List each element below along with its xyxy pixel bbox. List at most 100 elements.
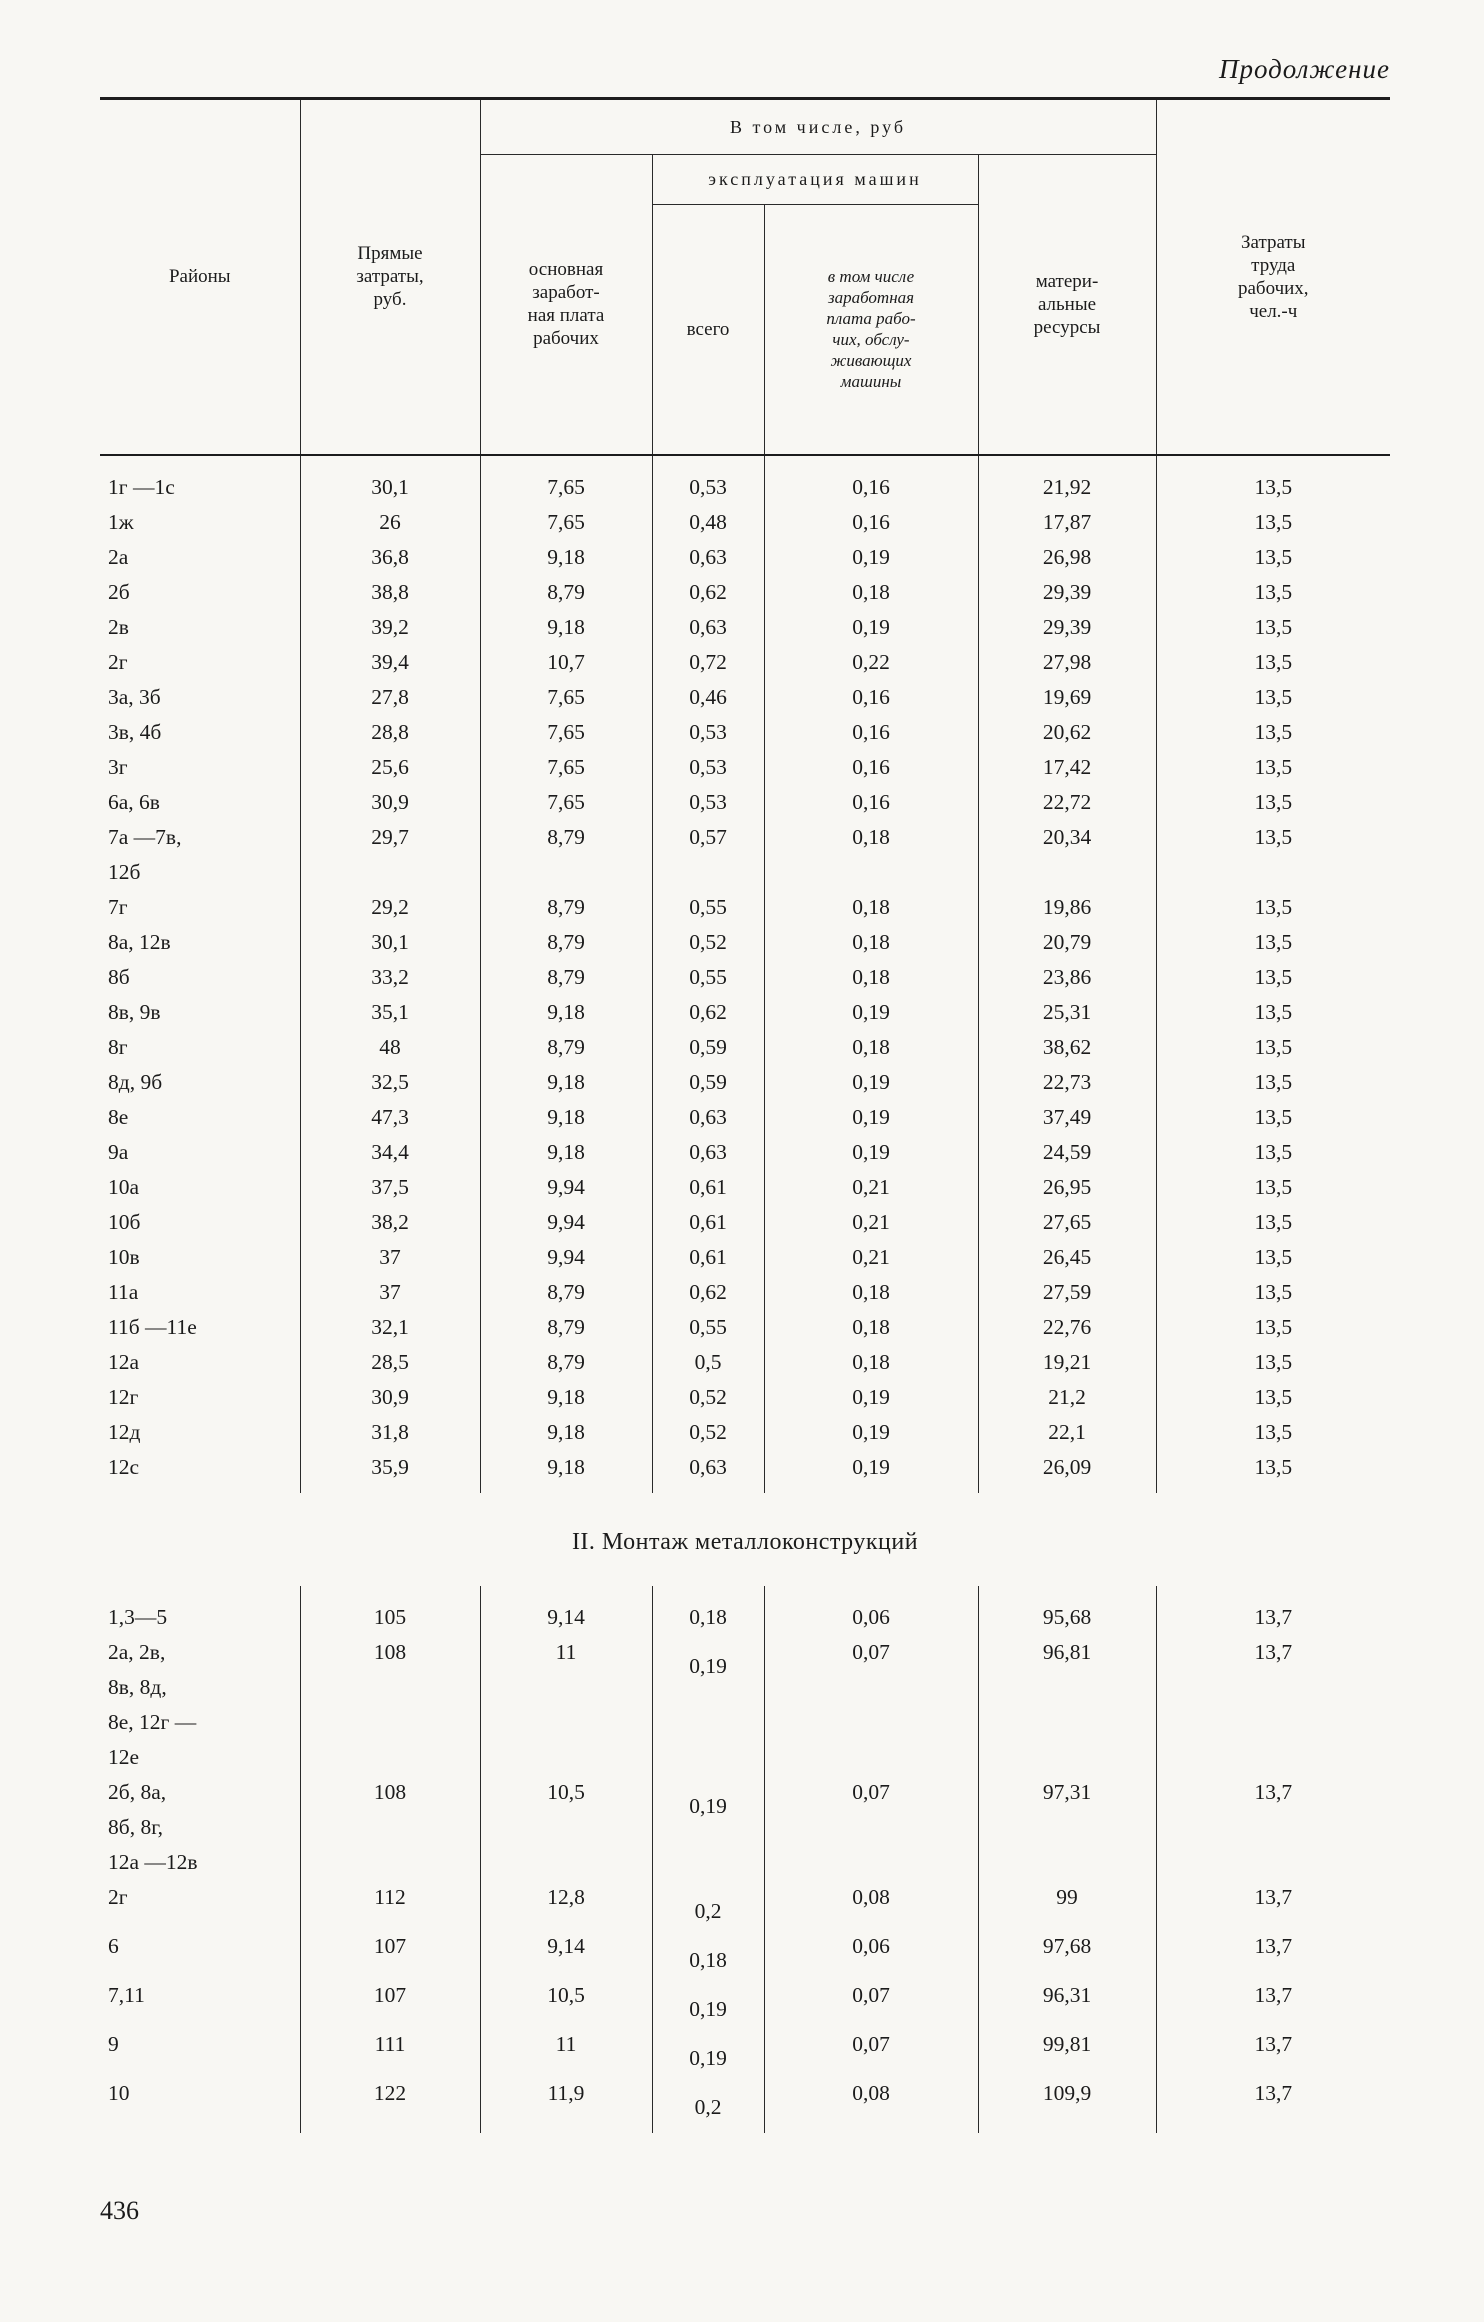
basic-wage-cell: 7,65 [480, 749, 653, 785]
labor-cell: 13,5 [1254, 1314, 1293, 1339]
table-row: 11б —11е 32,1 8,79 0,55 0,18 22,76 13,5 [100, 1309, 1390, 1345]
labor-cell: 13,7 [1254, 1604, 1293, 1629]
machine-wage-cell: 0,19 [764, 609, 979, 645]
district-cell: 8е [100, 1099, 301, 1135]
labor-cell: 13,5 [1254, 894, 1293, 919]
materials-cell: 95,68 [978, 1585, 1157, 1635]
machines-total-cell: 0,53 [652, 714, 765, 750]
labor-cell: 13,7 [1254, 1884, 1293, 1909]
table-row: 3в, 4б 28,8 7,65 0,53 0,16 20,62 13,5 [100, 714, 1390, 750]
materials-cell: 26,09 [978, 1449, 1157, 1493]
direct-costs-cell: 31,8 [300, 1414, 481, 1450]
direct-costs-cell: 37,5 [300, 1169, 481, 1205]
labor-cell: 13,5 [1254, 1454, 1293, 1479]
machine-wage-cell: 0,06 [764, 1585, 979, 1635]
header-machine-wage: в том числе заработная плата рабо- чих, … [764, 204, 979, 456]
machine-wage-cell: 0,21 [764, 1169, 979, 1205]
direct-costs-cell: 33,2 [300, 959, 481, 995]
labor-cell: 13,7 [1254, 2080, 1293, 2105]
materials-cell: 20,79 [978, 924, 1157, 960]
labor-cell: 13,5 [1254, 684, 1293, 709]
district-cell: 11а [100, 1274, 301, 1310]
basic-wage-cell: 9,18 [480, 1134, 653, 1170]
district-cell: 2а [100, 539, 301, 575]
machines-total-cell: 0,62 [652, 994, 765, 1030]
labor-cell: 13,5 [1254, 1419, 1293, 1444]
continuation-label: Продолжение [1218, 54, 1390, 84]
header-including: В том числе, руб [480, 98, 1157, 155]
district-cell: 11б —11е [100, 1309, 301, 1345]
machines-total-cell: 0,72 [652, 644, 765, 680]
labor-cell: 13,5 [1254, 1349, 1293, 1374]
machines-total-cell: 0,59 [652, 1029, 765, 1065]
table-row: 12а 28,5 8,79 0,5 0,18 19,21 13,5 [100, 1344, 1390, 1380]
materials-cell: 17,87 [978, 504, 1157, 540]
table-row: 6 107 9,14 0,18 0,06 97,68 13,7 [100, 1928, 1390, 1978]
machines-total-cell: 0,53 [652, 749, 765, 785]
materials-cell: 22,72 [978, 784, 1157, 820]
machine-wage-cell: 0,21 [764, 1204, 979, 1240]
materials-cell: 29,39 [978, 609, 1157, 645]
machines-total-cell: 0,53 [652, 784, 765, 820]
labor-cell: 13,5 [1254, 789, 1293, 814]
basic-wage-cell: 8,79 [480, 959, 653, 995]
basic-wage-cell: 11 [480, 2026, 653, 2076]
district-cell: 8а, 12в [100, 924, 301, 960]
direct-costs-cell: 36,8 [300, 539, 481, 575]
basic-wage-cell: 9,18 [480, 1379, 653, 1415]
materials-cell: 26,98 [978, 539, 1157, 575]
direct-costs-cell: 35,1 [300, 994, 481, 1030]
basic-wage-cell: 7,65 [480, 679, 653, 715]
machine-wage-cell: 0,08 [764, 2075, 979, 2133]
basic-wage-cell: 9,94 [480, 1204, 653, 1240]
district-cell: 12а [100, 1344, 301, 1380]
district-cell: 8в, 9в [100, 994, 301, 1030]
header-materials: матери- альные ресурсы [978, 154, 1157, 456]
machines-total-cell: 0,62 [652, 574, 765, 610]
district-cell: 7,11 [100, 1977, 301, 2027]
labor-cell: 13,5 [1254, 614, 1293, 639]
machine-wage-cell: 0,19 [764, 1414, 979, 1450]
basic-wage-cell: 9,18 [480, 609, 653, 645]
table-row: 2а 36,8 9,18 0,63 0,19 26,98 13,5 [100, 539, 1390, 575]
materials-cell: 23,86 [978, 959, 1157, 995]
header-districts: Районы [100, 98, 301, 456]
direct-costs-cell: 30,9 [300, 784, 481, 820]
machine-wage-cell: 0,16 [764, 749, 979, 785]
district-cell: 7а —7в, 12б [100, 819, 301, 890]
machines-total-cell: 0,2 [652, 1879, 765, 1929]
machines-total-cell: 0,52 [652, 1414, 765, 1450]
labor-cell: 13,5 [1254, 999, 1293, 1024]
machines-total-cell: 0,63 [652, 1134, 765, 1170]
materials-cell: 27,59 [978, 1274, 1157, 1310]
materials-cell: 19,69 [978, 679, 1157, 715]
direct-costs-cell: 30,1 [300, 454, 481, 505]
direct-costs-cell: 47,3 [300, 1099, 481, 1135]
machines-total-cell: 0,19 [652, 1774, 765, 1880]
table-row: 10в 37 9,94 0,61 0,21 26,45 13,5 [100, 1239, 1390, 1275]
machines-total-cell: 0,63 [652, 1449, 765, 1493]
materials-cell: 99 [978, 1879, 1157, 1929]
machine-wage-cell: 0,18 [764, 574, 979, 610]
basic-wage-cell: 7,65 [480, 714, 653, 750]
basic-wage-cell: 10,7 [480, 644, 653, 680]
materials-cell: 22,73 [978, 1064, 1157, 1100]
basic-wage-cell: 9,18 [480, 1414, 653, 1450]
direct-costs-cell: 30,1 [300, 924, 481, 960]
machine-wage-cell: 0,18 [764, 1309, 979, 1345]
machine-wage-cell: 0,18 [764, 819, 979, 890]
table-row: 8а, 12в 30,1 8,79 0,52 0,18 20,79 13,5 [100, 924, 1390, 960]
district-cell: 8д, 9б [100, 1064, 301, 1100]
table-row: 7,11 107 10,5 0,19 0,07 96,31 13,7 [100, 1977, 1390, 2027]
header-direct-costs: Прямые затраты, руб. [300, 98, 481, 456]
materials-cell: 21,92 [978, 454, 1157, 505]
basic-wage-cell: 8,79 [480, 574, 653, 610]
machine-wage-cell: 0,21 [764, 1239, 979, 1275]
machines-total-cell: 0,46 [652, 679, 765, 715]
labor-cell: 13,5 [1254, 509, 1293, 534]
table-row: 9а 34,4 9,18 0,63 0,19 24,59 13,5 [100, 1134, 1390, 1170]
direct-costs-cell: 25,6 [300, 749, 481, 785]
section2-body: 1,3—5 105 9,14 0,18 0,06 95,68 13,7 2а, … [100, 1585, 1390, 2133]
district-cell: 3в, 4б [100, 714, 301, 750]
basic-wage-cell: 8,79 [480, 1274, 653, 1310]
